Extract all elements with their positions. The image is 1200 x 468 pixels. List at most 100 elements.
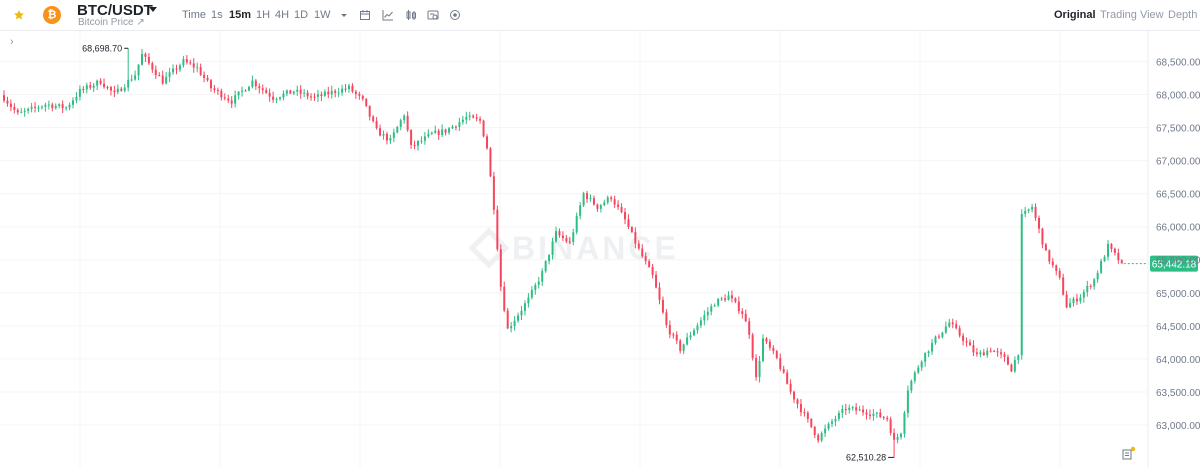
candle-body (603, 202, 606, 206)
price-axis: 68,500.00 68,000.00 67,500.00 67,000.00 66,5… (1147, 31, 1200, 468)
settings-sliders-icon[interactable] (427, 9, 439, 21)
candle-body (437, 130, 440, 135)
target-settings-icon[interactable] (449, 9, 461, 21)
candle-body (548, 254, 551, 262)
candle-body (1034, 207, 1037, 218)
timeframe-time[interactable]: Time (182, 9, 207, 21)
candle-body (123, 87, 126, 91)
timeframe-1h[interactable]: 1H (256, 9, 271, 21)
candle-body (568, 241, 571, 243)
candle-body (27, 108, 30, 111)
timeframe-15m[interactable]: 15m (229, 9, 252, 21)
candle-body (948, 322, 951, 327)
candle-body (523, 303, 526, 311)
candle-body (251, 80, 254, 87)
candlestick-type-icon[interactable] (405, 9, 417, 21)
candle-body (199, 67, 202, 75)
candle-body (427, 133, 430, 137)
candle-body (54, 105, 57, 109)
candle-body (696, 325, 699, 331)
trading-pair-title[interactable]: BTC/USDT (77, 2, 153, 19)
candle-body (575, 215, 578, 233)
candle-body (216, 89, 219, 91)
candle-body (154, 69, 157, 76)
candle-body (489, 148, 492, 177)
candle-body (130, 79, 133, 81)
candle-body (241, 90, 244, 92)
candle-body (879, 412, 882, 418)
candle-body (527, 297, 530, 304)
y-tick-label: 68,000.00 (1156, 90, 1200, 101)
timeframe-4h[interactable]: 4H (275, 9, 290, 21)
view-original-tab[interactable]: Original (1054, 9, 1096, 21)
pair-subtitle-link[interactable]: Bitcoin Price ↗ (78, 17, 145, 28)
y-tick-label: 63,000.00 (1156, 421, 1200, 432)
candle-body (479, 118, 482, 121)
candle-body (672, 334, 675, 336)
candle-body (158, 75, 161, 77)
candle-body (486, 136, 488, 149)
view-trading-view-tab[interactable]: Trading View (1100, 9, 1164, 21)
y-tick-label: 63,500.00 (1156, 388, 1200, 399)
candle-body (541, 271, 544, 282)
candle-body (544, 261, 547, 272)
candle-body (230, 100, 233, 104)
candlestick-chart-svg[interactable]: BINANCE 68,698.70 62,510.28 65,442.18 68,5… (0, 31, 1200, 468)
candle-body (85, 85, 88, 90)
candle-body (596, 204, 599, 209)
calendar-icon[interactable] (359, 9, 371, 21)
candle-body (758, 360, 761, 378)
candle-body (210, 80, 212, 89)
y-tick-label: 67,500.00 (1156, 124, 1200, 135)
y-tick-label: 66,500.00 (1156, 190, 1200, 201)
last-price-tag (1150, 255, 1198, 272)
candle-body (323, 91, 326, 96)
bitcoin-coin-icon: ₿ (43, 6, 61, 24)
last-price-label: 65,442.18 (1152, 260, 1197, 271)
price-chart[interactable]: BINANCE 68,698.70 62,510.28 65,442.18 68,5… (0, 31, 1200, 468)
candle-body (1010, 364, 1013, 372)
candle-body (572, 232, 575, 243)
candle-body (589, 198, 592, 200)
candle-body (1100, 261, 1103, 273)
candle-body (613, 199, 616, 205)
candle-body (1051, 261, 1054, 266)
candle-body (841, 408, 844, 414)
expand-panel-icon[interactable]: › (10, 36, 14, 48)
candle-body (58, 104, 61, 106)
chart-notes-icon[interactable] (1122, 446, 1136, 460)
candle-body (220, 90, 223, 98)
candle-body (834, 418, 837, 422)
candle-body (385, 133, 388, 141)
chart-grid (0, 31, 1148, 468)
candle-body (279, 97, 281, 99)
candle-body (451, 126, 454, 129)
candle-body (472, 115, 475, 118)
candle-body (358, 93, 361, 96)
candle-body (1075, 298, 1078, 302)
timeframe-1w[interactable]: 1W (314, 9, 331, 21)
candle-body (644, 256, 647, 262)
more-intervals-caret-icon[interactable] (338, 9, 350, 21)
candle-body (47, 104, 50, 106)
candle-body (161, 75, 164, 84)
view-depth-tab[interactable]: Depth (1168, 9, 1198, 21)
indicators-icon[interactable] (382, 9, 394, 21)
candle-body (958, 328, 961, 336)
candle-body (272, 96, 275, 100)
favorite-star-icon[interactable] (13, 9, 25, 21)
candle-body (1079, 297, 1082, 302)
candle-body (244, 90, 247, 92)
timeframe-1s[interactable]: 1s (211, 9, 223, 21)
candle-body (203, 74, 206, 78)
candle-body (65, 107, 68, 109)
candle-body (920, 361, 923, 368)
candle-body (341, 88, 344, 93)
timeframe-1d[interactable]: 1D (294, 9, 309, 21)
candle-body (1013, 360, 1016, 372)
candle-body (1093, 279, 1096, 287)
candle-body (365, 98, 368, 107)
candle-body (430, 132, 433, 134)
candle-body (475, 117, 478, 119)
pair-dropdown-caret-icon[interactable] (149, 7, 157, 12)
